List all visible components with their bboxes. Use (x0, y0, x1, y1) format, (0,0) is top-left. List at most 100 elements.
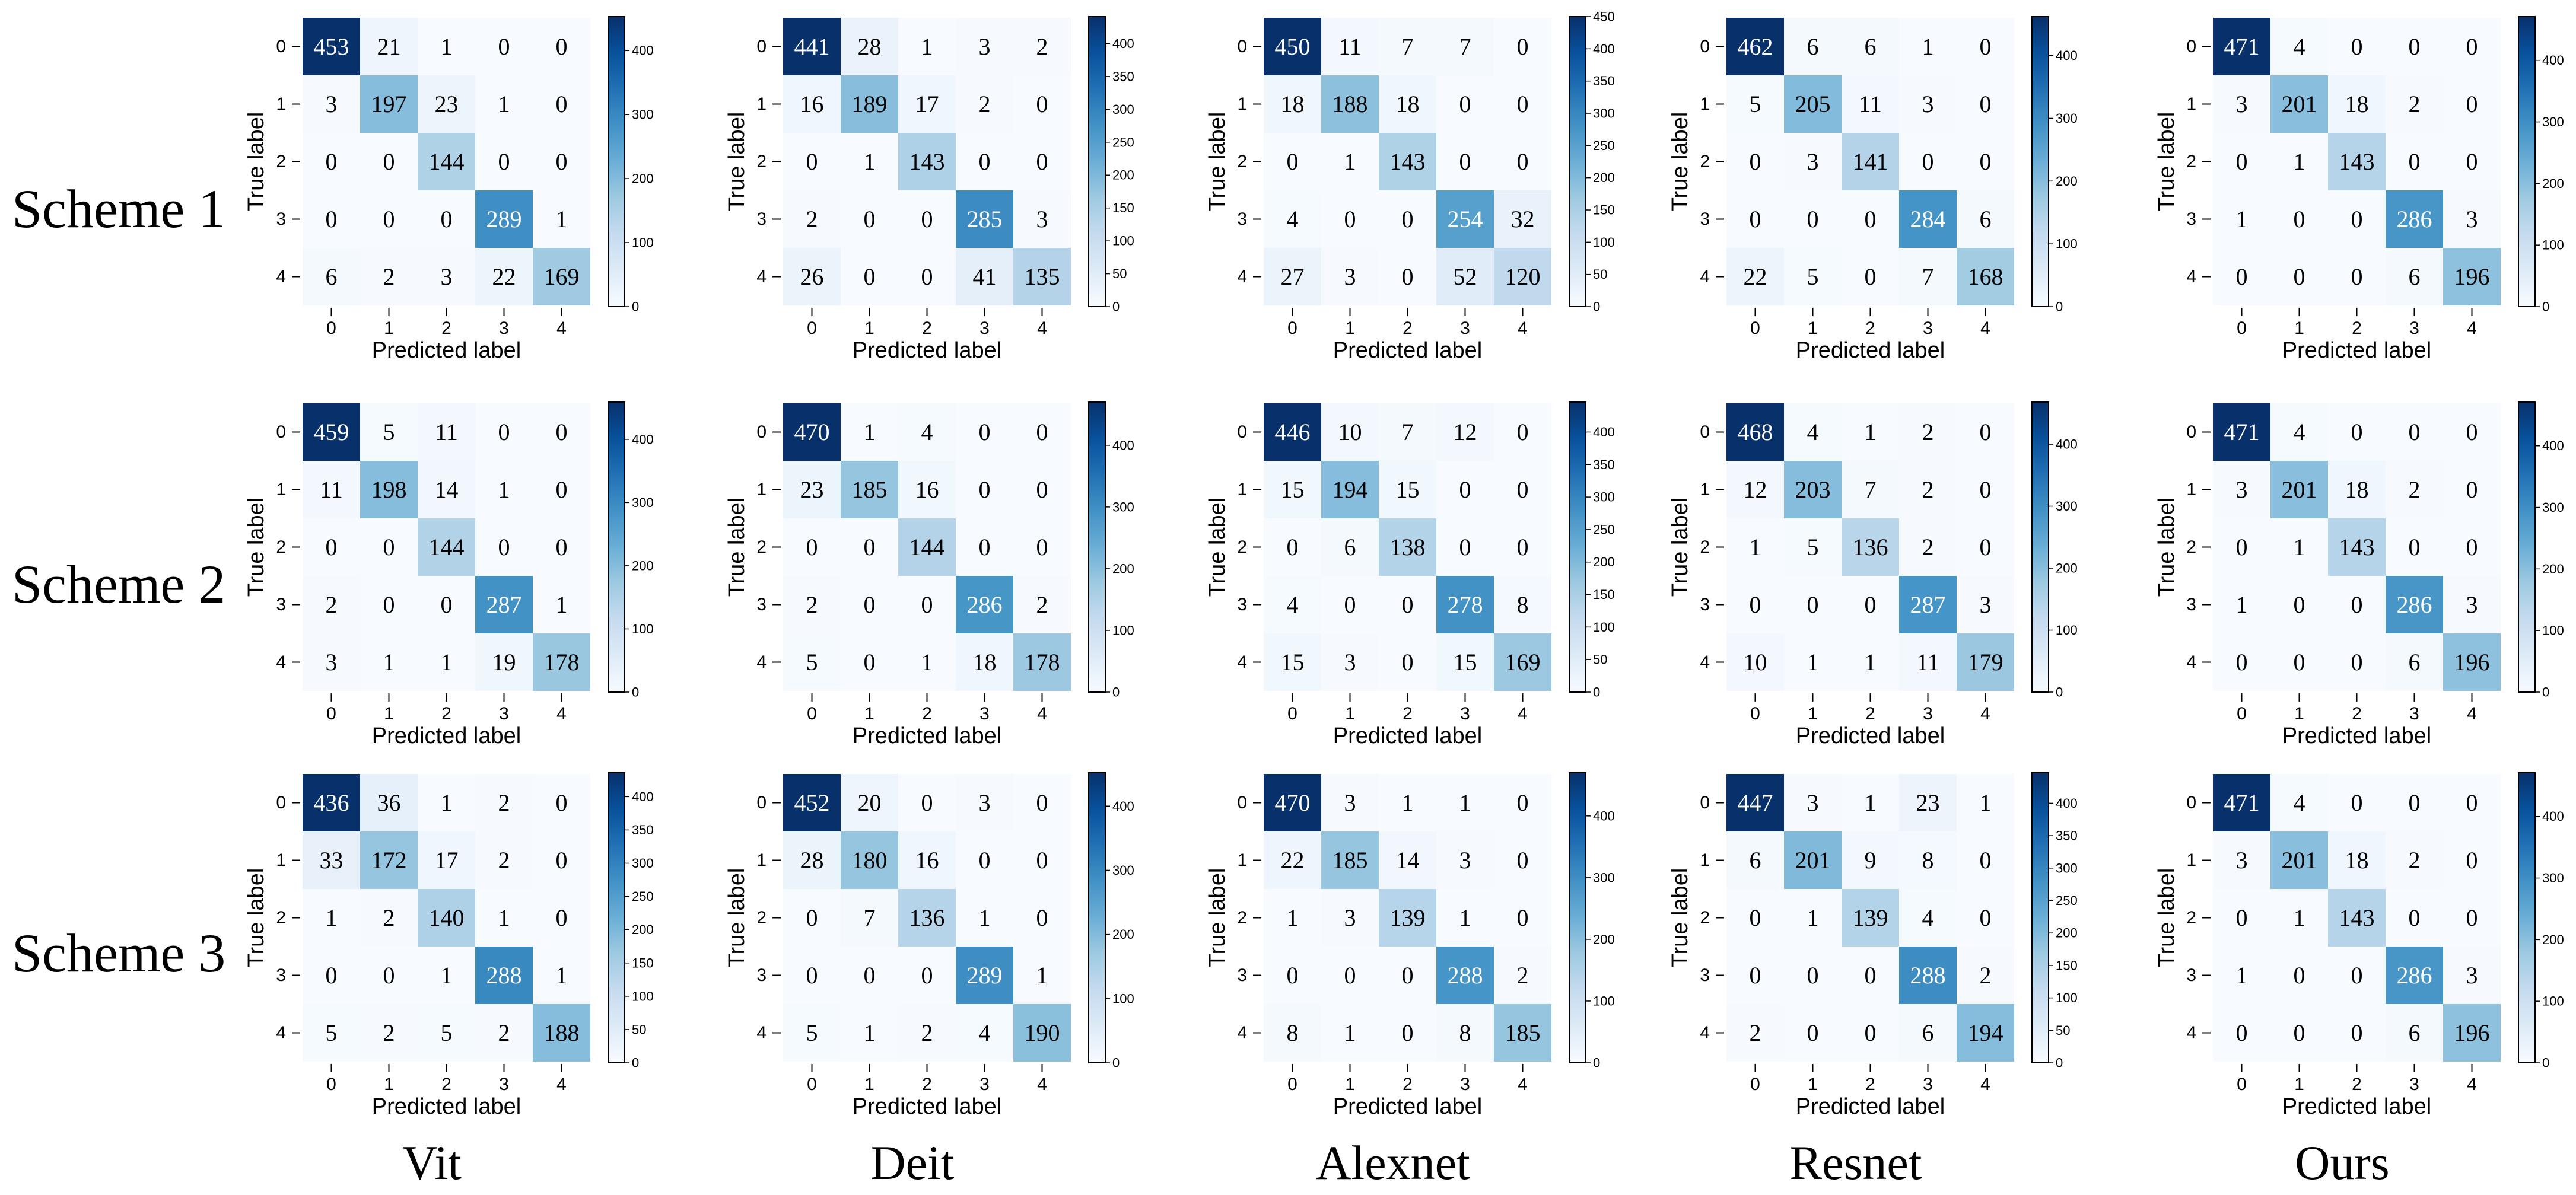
heatmap-cell (1264, 18, 1321, 75)
colorbar-tick-label: 0 (1593, 685, 1600, 700)
heatmap-cell (2443, 18, 2501, 75)
cell-value-label: 0 (2351, 419, 2363, 445)
heatmap-cell (2386, 18, 2443, 75)
heatmap-cell (2328, 774, 2386, 831)
cell-value-label: 2 (1036, 591, 1048, 618)
heatmap-cell (2270, 133, 2328, 190)
heatmap-cell (1957, 18, 2014, 75)
y-tick-label: 3 (1700, 209, 1710, 229)
heatmap-cell (1013, 947, 1071, 1004)
cell-value-label: 0 (806, 148, 818, 175)
heatmap-cell (1842, 248, 1899, 305)
cell-value-label: 0 (2466, 904, 2478, 931)
heatmap-cell (1321, 947, 1379, 1004)
cell-value-label: 6 (1922, 1019, 1934, 1046)
x-tick-label: 2 (441, 318, 451, 338)
heatmap-cell (1899, 774, 1957, 831)
heatmap-cell (783, 831, 841, 889)
heatmap-cell (418, 831, 475, 889)
cell-value-label: 201 (2282, 476, 2317, 503)
cell-value-label: 452 (794, 789, 830, 816)
x-tick-label: 3 (1460, 1075, 1470, 1094)
x-tick-label: 1 (2294, 318, 2304, 338)
x-tick-label: 4 (2467, 318, 2477, 338)
cell-value-label: 8 (1287, 1019, 1299, 1046)
heatmap-cell (1436, 576, 1494, 633)
x-tick-label: 0 (2237, 1075, 2247, 1094)
x-tick-label: 4 (2467, 704, 2477, 724)
heatmap-cell (2213, 248, 2270, 305)
cell-value-label: 198 (371, 476, 407, 503)
heatmap-cell (2443, 75, 2501, 133)
x-axis-label: Predicted label (1796, 1094, 1945, 1119)
cell-value-label: 144 (429, 148, 465, 175)
x-tick-label: 2 (1403, 1075, 1413, 1094)
x-tick-label: 3 (979, 318, 990, 338)
y-tick-label: 4 (756, 652, 767, 672)
y-tick-label: 4 (756, 267, 767, 286)
heatmap-cell (1494, 576, 1551, 633)
cell-value-label: 2 (1517, 962, 1529, 989)
y-tick-label: 2 (1237, 537, 1247, 557)
heatmap-cell (1784, 18, 1842, 75)
y-tick-label: 0 (1700, 422, 1710, 442)
colorbar-tick-label: 100 (2542, 238, 2564, 253)
cell-value-label: 139 (1390, 904, 1426, 931)
x-tick-label: 0 (807, 1075, 817, 1094)
y-tick-label: 1 (2186, 480, 2196, 499)
heatmap-cell (1494, 461, 1551, 518)
heatmap-cell (2328, 18, 2386, 75)
cell-value-label: 288 (486, 962, 522, 989)
heatmap-cell (1436, 18, 1494, 75)
heatmap-cell (1899, 461, 1957, 518)
cell-value-label: 6 (1344, 534, 1356, 560)
y-tick-label: 1 (276, 480, 286, 499)
x-tick-label: 4 (556, 704, 567, 724)
heatmap-cell (841, 518, 898, 576)
cell-value-label: 0 (383, 206, 395, 232)
cell-value-label: 0 (1980, 419, 1992, 445)
colorbar-tick-label: 300 (2056, 111, 2078, 126)
cell-value-label: 6 (2409, 1019, 2421, 1046)
x-tick-label: 0 (326, 1075, 336, 1094)
colorbar-tick-label: 100 (2056, 237, 2078, 251)
x-tick-label: 3 (1460, 318, 1470, 338)
cell-value-label: 196 (2454, 263, 2490, 290)
cell-value-label: 0 (2351, 1019, 2363, 1046)
y-axis-label: True label (1205, 112, 1230, 212)
colorbar-tick-label: 350 (1112, 69, 1134, 84)
heatmap-cell (1379, 831, 1436, 889)
heatmap-cell (2443, 947, 2501, 1004)
heatmap-cell (533, 248, 590, 305)
colorbar-tick-label: 300 (1112, 102, 1134, 117)
cell-value-label: 0 (2466, 534, 2478, 560)
colorbar-tick-label: 0 (1112, 299, 1120, 314)
cell-value-label: 23 (435, 91, 459, 117)
cell-value-label: 1 (1459, 904, 1471, 931)
heatmap-cell (360, 75, 418, 133)
x-tick-label: 2 (1403, 318, 1413, 338)
cell-value-label: 26 (800, 263, 824, 290)
cell-value-label: 9 (1865, 847, 1877, 874)
cell-value-label: 4 (921, 419, 933, 445)
colorbar (1569, 401, 1586, 693)
heatmap-cell (418, 774, 475, 831)
cell-value-label: 0 (1344, 591, 1356, 618)
heatmap-cell (2386, 403, 2443, 461)
x-tick-label: 4 (1980, 318, 1990, 338)
x-axis-label: Predicted label (1333, 338, 1482, 363)
cell-value-label: 178 (544, 649, 580, 675)
cell-value-label: 17 (915, 91, 939, 117)
heatmap-cell (360, 461, 418, 518)
colorbar-tick-label: 200 (2056, 926, 2078, 941)
heatmap-cell (1264, 518, 1321, 576)
heatmap-cell (418, 18, 475, 75)
heatmap-cell (1494, 831, 1551, 889)
cell-value-label: 120 (1505, 263, 1541, 290)
heatmap-cell (1436, 248, 1494, 305)
cell-value-label: 1 (1807, 904, 1819, 931)
cell-value-label: 1 (2236, 206, 2248, 232)
y-axis-label: True label (1205, 498, 1230, 597)
cell-value-label: 1 (979, 904, 991, 931)
cell-value-label: 471 (2224, 419, 2260, 445)
